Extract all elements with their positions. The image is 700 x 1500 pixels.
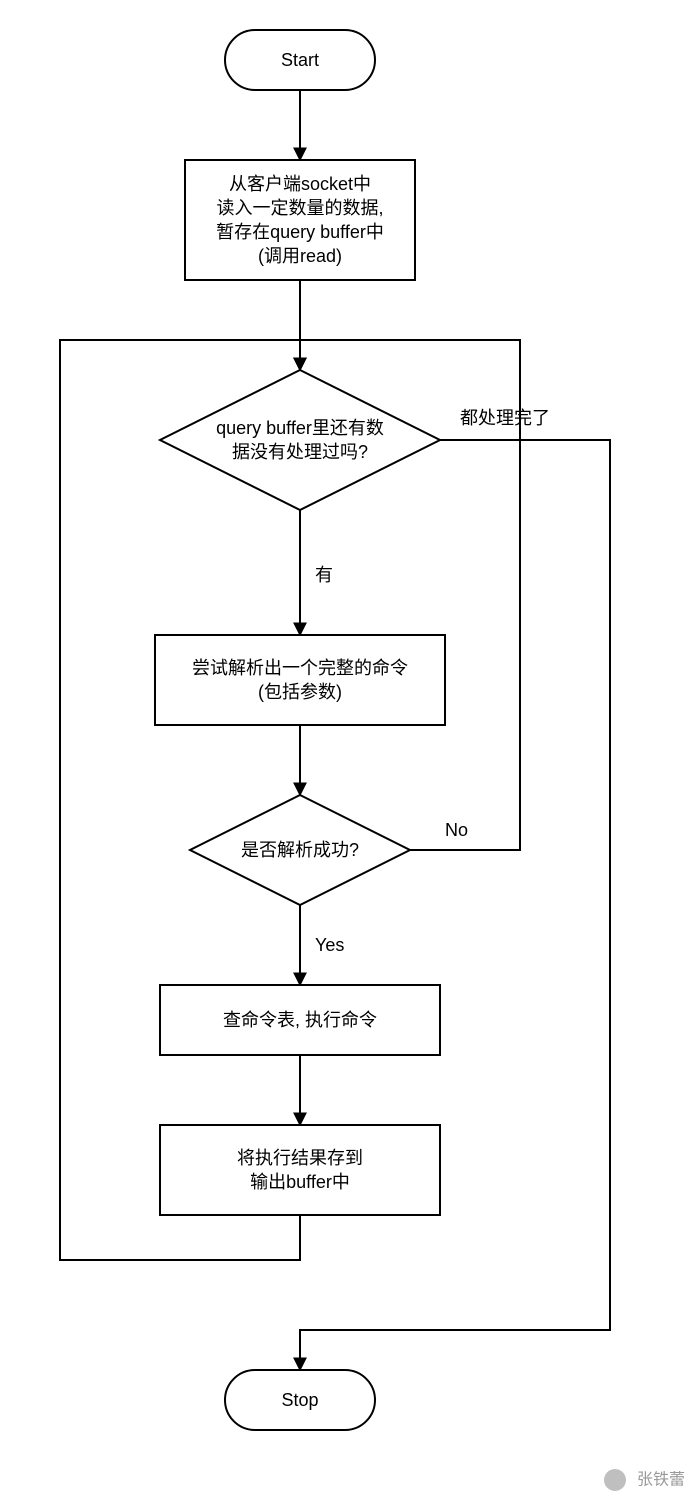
edge-e_ok_exec: Yes	[300, 905, 344, 985]
node-parse: 尝试解析出一个完整的命令 (包括参数)	[155, 635, 445, 725]
flowchart-canvas: 有 Yes No 都处理完了 Start 从客户端socket中读入一定数量的数据, 暂存…	[0, 0, 700, 1500]
node-text-exec-0: 查命令表, 执行命令	[223, 1010, 377, 1030]
node-read: 从客户端socket中读入一定数量的数据, 暂存在query buffer中 (调用…	[185, 160, 415, 280]
node-text-parse-1: (包括参数)	[258, 682, 342, 702]
node-text-read-2: 暂存在query buffer中	[216, 222, 384, 242]
node-text-read-1: 读入一定数量的数据,	[216, 198, 383, 218]
edge-label-e_ok_exec: Yes	[315, 935, 344, 955]
node-text-stop-0: Stop	[281, 1390, 318, 1410]
node-start: Start	[225, 30, 375, 90]
node-exec: 查命令表, 执行命令	[160, 985, 440, 1055]
node-text-save-1: 输出buffer中	[250, 1172, 350, 1192]
node-stop: Stop	[225, 1370, 375, 1430]
node-text-ok-0: 是否解析成功?	[241, 840, 359, 860]
watermark: 张铁蕾	[604, 1469, 685, 1491]
node-qbuf: query buffer里还有数据没有处理过吗?	[160, 370, 440, 510]
edge-e_qbuf_parse: 有	[300, 510, 333, 635]
node-text-read-0: 从客户端socket中	[229, 174, 371, 194]
node-save: 将执行结果存到输出buffer中	[160, 1125, 440, 1215]
node-text-qbuf-1: 据没有处理过吗?	[232, 442, 368, 462]
node-text-start-0: Start	[281, 50, 319, 70]
node-ok: 是否解析成功?	[190, 795, 410, 905]
edge-label-e_qbuf_done_stop: 都处理完了	[460, 408, 550, 428]
node-text-parse-0: 尝试解析出一个完整的命令	[192, 658, 408, 678]
node-text-qbuf-0: query buffer里还有数	[216, 418, 384, 438]
node-text-read-3: (调用read)	[258, 246, 342, 266]
edge-label-e_qbuf_parse: 有	[315, 565, 333, 585]
node-text-save-0: 将执行结果存到	[237, 1148, 363, 1168]
edge-e_qbuf_done_stop: 都处理完了	[300, 408, 610, 1370]
edge-label-e_ok_no_loop: No	[445, 820, 468, 840]
watermark-text: 张铁蕾	[637, 1471, 685, 1489]
